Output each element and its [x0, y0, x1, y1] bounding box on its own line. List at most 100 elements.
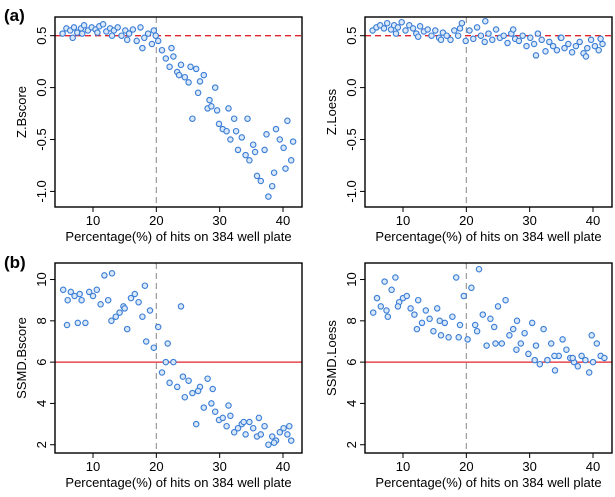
data-point [139, 44, 146, 52]
data-point [506, 332, 513, 339]
data-point [121, 305, 128, 312]
data-point [219, 414, 227, 422]
data-point [582, 53, 590, 60]
data-point [223, 127, 230, 135]
data-point [418, 319, 426, 327]
data-point [208, 103, 215, 110]
data-point [489, 36, 496, 44]
data-point [392, 274, 399, 281]
data-point [276, 429, 284, 436]
data-point [227, 412, 234, 420]
data-point [422, 307, 430, 314]
data-point [225, 402, 232, 409]
data-point [253, 172, 261, 180]
data-point [500, 32, 507, 39]
y-tick-label: 8 [344, 317, 359, 324]
data-point [249, 141, 257, 148]
data-point [494, 303, 502, 310]
x-tick-label: 20 [459, 459, 473, 474]
data-point [263, 131, 270, 138]
data-point [64, 296, 71, 304]
data-point [101, 272, 108, 279]
data-point [411, 311, 418, 318]
data-point [479, 311, 487, 318]
data-point [587, 36, 595, 44]
data-point [558, 34, 565, 42]
data-point [433, 305, 441, 312]
data-point [78, 296, 85, 304]
data-point [585, 369, 593, 376]
data-point [551, 352, 558, 360]
data-point [255, 414, 263, 422]
data-point [129, 26, 137, 33]
data-point [177, 61, 185, 69]
x-tick-label: 30 [522, 459, 536, 474]
x-tick-label: 40 [276, 213, 290, 228]
data-point [240, 418, 247, 426]
data-point [104, 296, 112, 304]
data-point [158, 369, 166, 376]
data-point [591, 42, 599, 50]
data-point [532, 52, 540, 59]
data-point [170, 53, 177, 60]
data-point [532, 342, 540, 349]
data-point [164, 340, 171, 347]
data-point [569, 354, 576, 362]
data-point [287, 437, 295, 444]
data-point [108, 317, 115, 325]
data-point [553, 46, 561, 54]
data-point [424, 26, 431, 33]
data-point [380, 25, 388, 32]
data-point [141, 34, 148, 42]
data-point [574, 363, 582, 370]
data-point [426, 315, 433, 323]
y-tick-label: 2 [34, 441, 49, 448]
data-point [150, 27, 158, 34]
data-point [94, 29, 101, 36]
x-axis-label: Percentage(%) of hits on 384 well plate [65, 229, 291, 244]
data-point [513, 346, 520, 353]
data-point [192, 420, 200, 428]
data-point [234, 424, 242, 432]
data-point [215, 120, 223, 128]
data-point [270, 169, 278, 176]
data-point [595, 46, 602, 54]
data-point [515, 37, 523, 45]
data-point [154, 37, 162, 45]
data-point [131, 290, 139, 298]
data-point [504, 39, 511, 47]
y-tick-label: 0.0 [34, 79, 49, 97]
data-point [146, 307, 154, 314]
data-point [492, 26, 500, 33]
data-point [78, 30, 86, 37]
x-axis-label: Percentage(%) of hits on 384 well plate [65, 475, 291, 490]
data-point [97, 301, 104, 308]
data-point [67, 288, 75, 296]
data-point [194, 89, 202, 97]
data-point [125, 30, 133, 37]
data-point [251, 148, 259, 156]
data-point [284, 117, 291, 125]
x-tick-label: 20 [149, 213, 163, 228]
data-point [123, 325, 131, 333]
scatter-plot-1: 10 20 30 40 -1.0 -0.5 0.0 0.5 Percentage(%) of h… [14, 16, 303, 244]
data-point [437, 36, 445, 44]
data-point [523, 42, 530, 50]
data-point [388, 286, 395, 294]
data-point [287, 157, 295, 164]
data-point [458, 19, 466, 27]
plot-frame [54, 16, 303, 208]
data-point [466, 27, 473, 34]
data-point [436, 317, 443, 325]
data-point [531, 356, 538, 364]
plot-frame [364, 16, 613, 208]
x-axis-label: Percentage(%) of hits on 384 well plate [375, 229, 601, 244]
data-point [487, 315, 494, 323]
data-point [158, 46, 166, 54]
data-point [270, 439, 278, 446]
data-point [460, 292, 468, 300]
data-point [141, 282, 149, 289]
data-point [89, 292, 97, 300]
y-tick-label: 0.5 [344, 27, 359, 45]
